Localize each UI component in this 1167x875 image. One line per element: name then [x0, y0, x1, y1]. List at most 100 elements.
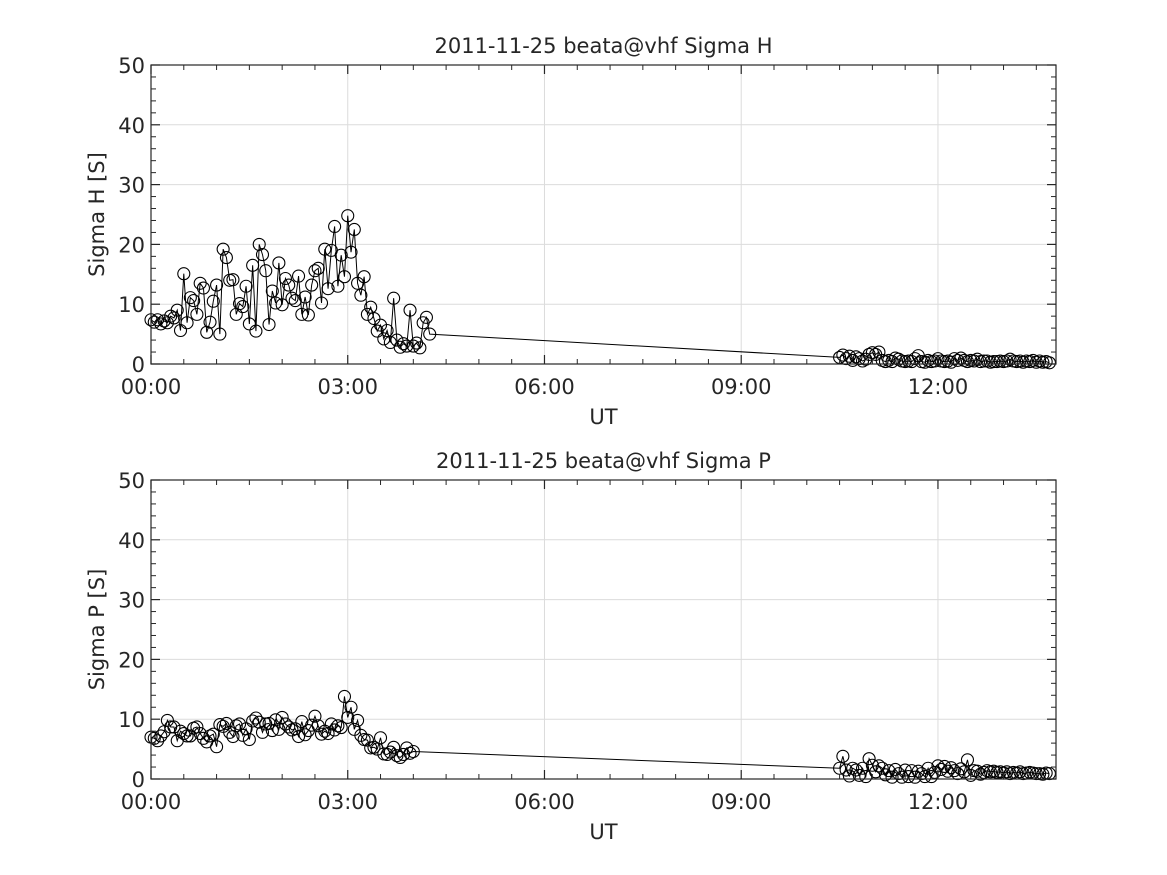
sigma-h-data-point [419, 310, 433, 324]
sigma-h-data-point [180, 316, 194, 330]
sigma-h-data-point [288, 294, 302, 308]
sigma-p-y-tick-label: 0 [132, 768, 145, 792]
sigma-p-data-point [905, 764, 919, 778]
sigma-h-data-point [373, 318, 388, 332]
sigma-p-data-point [288, 722, 302, 736]
sigma-p-data-point [344, 700, 358, 714]
sigma-h-data-point [839, 352, 853, 366]
sigma-p-data-point [869, 765, 883, 779]
sigma-h-data-point [259, 264, 273, 278]
sigma-p-data-point [862, 752, 876, 766]
sigma-p-data-point [308, 709, 322, 723]
sigma-p-data-point [167, 720, 181, 734]
sigma-p-data-point [282, 720, 296, 734]
sigma-h-data-point [370, 324, 384, 338]
sigma-h-data-point [183, 291, 197, 305]
sigma-p-data-point [957, 765, 971, 779]
sigma-h-x-tick-label: 12:00 [908, 375, 969, 399]
sigma-h-data-point [331, 279, 345, 293]
sigma-h-data-point [347, 222, 361, 236]
sigma-p-data-point [177, 726, 191, 741]
sigma-h-data-point [400, 339, 414, 353]
sigma-h-data-point [291, 269, 306, 283]
sigma-p-data-point [875, 761, 889, 775]
sigma-h-data-point [849, 350, 863, 364]
sigma-p-data-point [249, 711, 263, 725]
sigma-p-x-tick-label: 12:00 [908, 790, 969, 814]
sigma-h-data-point [1026, 353, 1040, 367]
sigma-p-data-point [941, 764, 955, 778]
sigma-p-data-point [836, 749, 850, 763]
sigma-h-y-tick-label: 10 [118, 293, 145, 317]
sigma-h-x-tick-labels: 00:00 03:00 06:00 09:00 12:00 [121, 375, 968, 399]
sigma-p-data-point [203, 729, 217, 743]
sigma-p-data-point [262, 716, 276, 730]
sigma-p-data-point [865, 758, 879, 772]
sigma-p-data-point [403, 746, 417, 760]
sigma-h-data-point [278, 271, 292, 286]
sigma-h-data-point [226, 273, 240, 287]
sigma-h-data-point [862, 347, 876, 361]
sigma-p-data-point [855, 761, 870, 775]
sigma-h-data-point [275, 298, 289, 312]
sigma-h-data-point [177, 267, 191, 281]
sigma-h-y-tick-labels: 0 10 20 30 40 50 [118, 54, 145, 377]
sigma-h-data-point [321, 282, 335, 296]
sigma-h-series [144, 209, 1056, 370]
sigma-h-data-point [265, 284, 279, 298]
sigma-p-data-point [406, 744, 420, 759]
sigma-p-data-point [229, 719, 243, 733]
sigma-p-data-point [206, 727, 220, 741]
sigma-p-data-point [324, 717, 338, 731]
sigma-p-data-point [219, 716, 233, 730]
sigma-p-data-point [846, 761, 860, 775]
sigma-h-data-point [285, 291, 299, 305]
sigma-h-x-tick-label: 00:00 [121, 375, 182, 399]
sigma-h-data-point [216, 242, 230, 256]
sigma-h-data-point [892, 352, 906, 366]
sigma-h-data-point [295, 307, 309, 321]
sigma-h-data-point [354, 288, 368, 302]
sigma-p-data-point [321, 726, 335, 741]
sigma-h-y-tick-label: 40 [118, 114, 145, 138]
sigma-h-data-point [872, 345, 886, 359]
sigma-h-data-point [413, 341, 427, 355]
sigma-p-data-point [311, 719, 325, 733]
sigma-p-data-point [1000, 765, 1014, 779]
sigma-h-panel: 00:00 03:00 06:00 09:00 12:00 0 10 20 30 40 50 20… [85, 34, 1057, 429]
sigma-p-data-point [183, 729, 197, 743]
sigma-h-data-point [328, 219, 342, 234]
sigma-p-data-point [255, 725, 270, 739]
sigma-p-y-tick-label: 50 [118, 469, 145, 493]
sigma-h-data-point [308, 264, 322, 278]
sigma-h-data-point [865, 346, 879, 360]
sigma-p-data-point [839, 763, 853, 777]
sigma-h-data-point [282, 278, 296, 292]
sigma-p-y-tick-label: 10 [118, 708, 145, 732]
sigma-p-y-tick-label: 30 [118, 589, 145, 613]
sigma-p-data-point [180, 729, 194, 743]
sigma-p-y-tick-labels: 0 10 20 30 40 50 [118, 469, 145, 792]
sigma-h-data-point [219, 251, 233, 265]
sigma-h-data-point [255, 248, 270, 262]
sigma-h-data-point [272, 256, 286, 270]
sigma-h-data-point [931, 352, 945, 366]
sigma-h-data-point [318, 242, 332, 256]
sigma-p-data-point [934, 762, 948, 776]
sigma-h-data-point [262, 317, 276, 332]
sigma-h-data-point [360, 307, 374, 321]
sigma-p-data-point [901, 770, 916, 784]
sigma-p-x-tick-label: 03:00 [317, 790, 378, 814]
sigma-p-data-point [331, 719, 345, 733]
sigma-p-data-point [974, 767, 988, 781]
sigma-p-data-point [915, 767, 929, 781]
sigma-h-data-point [187, 294, 201, 308]
sigma-h-data-point [301, 308, 315, 322]
sigma-p-data-point [908, 770, 922, 784]
sigma-h-data-point [173, 323, 188, 338]
sigma-h-data-point [200, 325, 214, 339]
sigma-h-data-point [170, 303, 184, 317]
sigma-p-series [144, 689, 1056, 784]
sigma-h-data-point [344, 245, 358, 259]
sigma-p-data-point [236, 728, 250, 742]
